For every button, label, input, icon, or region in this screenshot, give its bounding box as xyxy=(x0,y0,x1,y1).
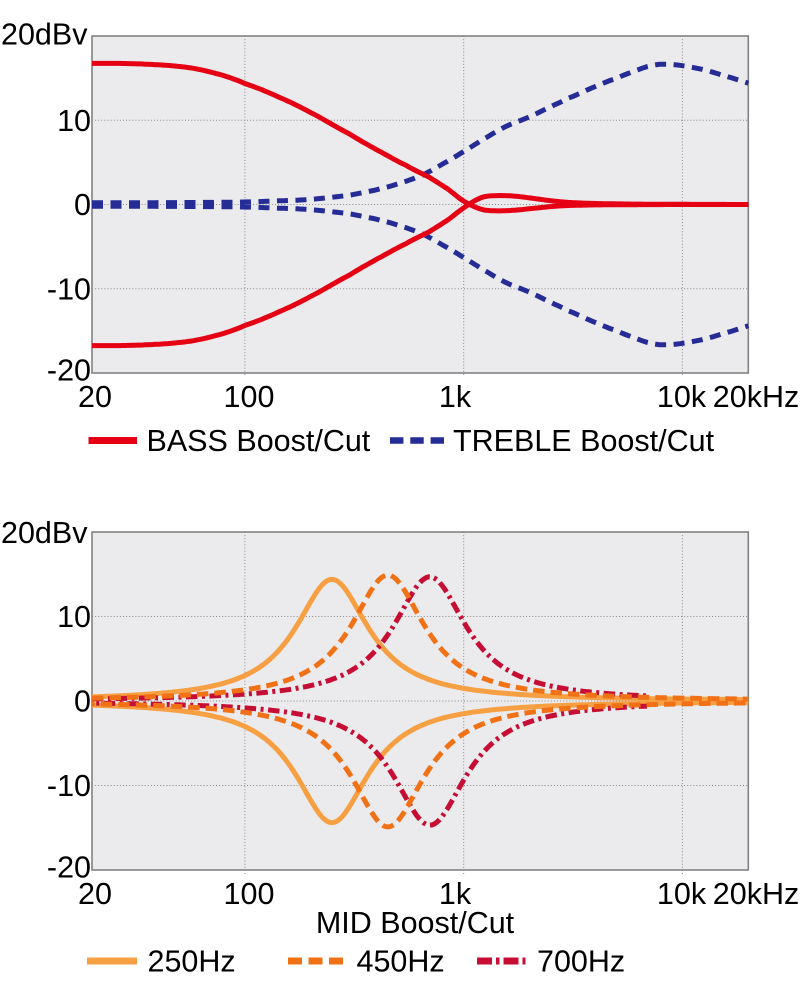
svg-text:-20: -20 xyxy=(47,354,91,388)
svg-text:10: 10 xyxy=(57,104,91,138)
svg-text:1k: 1k xyxy=(439,380,472,414)
svg-text:450Hz: 450Hz xyxy=(357,945,445,979)
svg-text:TREBLE Boost/Cut: TREBLE Boost/Cut xyxy=(453,424,715,458)
svg-text:20kHz: 20kHz xyxy=(713,380,799,414)
svg-text:100: 100 xyxy=(224,380,275,414)
svg-text:10: 10 xyxy=(57,600,91,634)
svg-text:10k: 10k xyxy=(657,877,707,911)
svg-text:100: 100 xyxy=(224,877,275,911)
svg-text:1k: 1k xyxy=(439,877,472,911)
svg-text:MID Boost/Cut: MID Boost/Cut xyxy=(316,906,515,940)
svg-text:10k: 10k xyxy=(657,380,707,414)
svg-text:BASS Boost/Cut: BASS Boost/Cut xyxy=(147,424,371,458)
svg-text:20: 20 xyxy=(78,877,112,911)
svg-text:20kHz: 20kHz xyxy=(713,877,799,911)
svg-text:250Hz: 250Hz xyxy=(148,945,236,979)
svg-text:0: 0 xyxy=(74,188,91,222)
svg-text:20: 20 xyxy=(78,380,112,414)
svg-text:-10: -10 xyxy=(47,272,91,306)
svg-text:-10: -10 xyxy=(47,769,91,803)
svg-text:-20: -20 xyxy=(47,851,91,885)
svg-text:700Hz: 700Hz xyxy=(537,945,625,979)
svg-text:0: 0 xyxy=(74,685,91,719)
svg-text:20dBv: 20dBv xyxy=(1,18,88,52)
svg-text:20dBv: 20dBv xyxy=(1,516,88,550)
